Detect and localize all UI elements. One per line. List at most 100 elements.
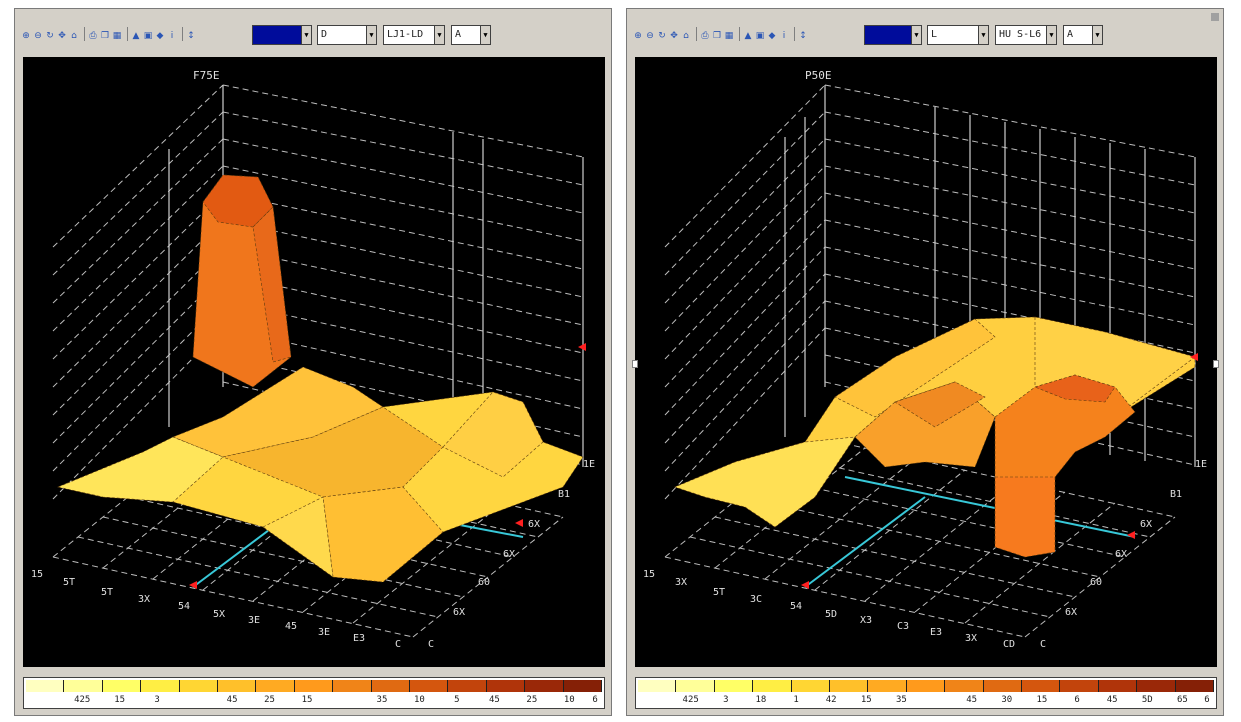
reset-icon[interactable]: ⌂ <box>71 31 77 41</box>
chevron-down-icon[interactable]: ▼ <box>1046 26 1056 44</box>
left-x-tick: 5T <box>63 577 75 588</box>
left-x-tick: E3 <box>353 633 365 644</box>
left-x-tick: 54 <box>178 601 190 612</box>
color-legend-label: 25 <box>526 695 538 705</box>
right-color-cells <box>638 680 1215 692</box>
table-icon[interactable]: ▦ <box>112 31 122 41</box>
zoom-out-icon[interactable]: ⊖ <box>646 31 654 41</box>
right-x-tick: E3 <box>930 627 942 638</box>
left-axis-labels: 15 5T 5T 3X 54 5X 3E 45 3E E3 C C 6X 60 … <box>31 459 595 650</box>
chevron-down-icon[interactable]: ▼ <box>434 26 444 44</box>
left-y-tick: 60 <box>478 577 490 588</box>
chart-icon[interactable]: ▲ <box>744 31 752 41</box>
left-x-tick: 45 <box>285 621 297 632</box>
right-y-tick: 6X <box>1115 549 1127 560</box>
zoom-out-icon[interactable]: ⊖ <box>34 31 42 41</box>
info-icon[interactable]: i <box>782 31 786 41</box>
color-legend-label: 425 <box>74 695 91 705</box>
right-y-tick: C <box>1040 639 1046 650</box>
zoom-in-icon[interactable]: ⊕ <box>22 31 30 41</box>
reset-icon[interactable]: ⌂ <box>683 31 689 41</box>
color-legend-label: 45 <box>1106 695 1118 705</box>
left-range-select[interactable]: LJ1-LD ▼ <box>383 25 445 45</box>
splitter-handle-left[interactable] <box>632 360 638 368</box>
color-legend-label: 30 <box>1001 695 1013 705</box>
color-swatch <box>714 680 754 692</box>
right-mode-select[interactable]: A ▼ <box>1063 25 1103 45</box>
color-swatch <box>141 680 180 692</box>
export-icon[interactable]: ◆ <box>768 31 776 41</box>
left-y-tick: 1E <box>583 459 595 470</box>
right-range-select[interactable]: HU S-L6 ▼ <box>995 25 1057 45</box>
color-legend-label: 10 <box>563 695 575 705</box>
pan-icon[interactable]: ✥ <box>58 31 66 41</box>
chevron-down-icon[interactable]: ▼ <box>911 26 921 44</box>
copy-icon[interactable]: ❐ <box>100 31 110 41</box>
left-y-tick: 6X <box>453 607 465 618</box>
color-legend-label: 35 <box>376 695 388 705</box>
right-graph-window: ⊕ ⊖ ↻ ✥ ⌂ ⎙ ❐ ▦ ▲ ▣ ◆ i ↕ ▼ L ▼ HU S-L6 ▼ A ▼ P50E <box>626 8 1224 716</box>
color-swatch <box>486 680 526 692</box>
color-legend-label <box>176 695 213 707</box>
export-icon[interactable]: ◆ <box>156 31 164 41</box>
arrow-icon[interactable]: ↕ <box>187 31 195 41</box>
color-swatch <box>410 680 449 692</box>
save-icon[interactable]: ▣ <box>143 31 153 41</box>
print-icon[interactable]: ⎙ <box>701 31 709 41</box>
pan-icon[interactable]: ✥ <box>670 31 678 41</box>
info-icon[interactable]: i <box>170 31 174 41</box>
color-swatch <box>294 680 334 692</box>
color-swatch <box>983 680 1023 692</box>
right-x-tick: 3X <box>675 577 687 588</box>
left-mode-select[interactable]: A ▼ <box>451 25 491 45</box>
color-legend-label: 15 <box>860 695 872 705</box>
color-swatch <box>102 680 142 692</box>
color-legend-label: 25 <box>264 695 275 705</box>
color-swatch <box>1060 680 1099 692</box>
save-icon[interactable]: ▣ <box>755 31 765 41</box>
close-icon[interactable] <box>1211 13 1219 21</box>
left-color-cells <box>26 680 603 692</box>
color-legend-label: 65 <box>1177 695 1188 705</box>
color-legend-label: 45 <box>966 695 978 705</box>
color-swatch <box>676 680 715 692</box>
left-plot-title: F75E <box>193 69 220 82</box>
color-swatch <box>1022 680 1061 692</box>
chevron-down-icon[interactable]: ▼ <box>366 26 376 44</box>
right-3d-plot[interactable]: P50E <box>635 57 1217 667</box>
chevron-down-icon[interactable]: ▼ <box>301 26 311 44</box>
arrow-icon[interactable]: ↕ <box>799 31 807 41</box>
color-swatch <box>563 680 603 692</box>
left-3d-plot[interactable]: F75E <box>23 57 605 667</box>
left-map-select[interactable]: ▼ <box>252 25 312 45</box>
rotate-icon[interactable]: ↻ <box>46 31 54 41</box>
color-legend-label: 6 <box>1074 695 1080 705</box>
chevron-down-icon[interactable]: ▼ <box>480 26 490 44</box>
color-legend-label: 10 <box>414 695 425 705</box>
color-swatch <box>753 680 792 692</box>
chevron-down-icon[interactable]: ▼ <box>1092 26 1102 44</box>
color-swatch <box>218 680 257 692</box>
color-legend-label: 3 <box>154 695 160 705</box>
left-y-tick: 6X <box>528 519 540 530</box>
right-axis-labels: 15 3X 5T 3C 54 5D X3 C3 E3 3X CD C 6X 60… <box>643 459 1207 650</box>
right-axis-select[interactable]: L ▼ <box>927 25 989 45</box>
left-axis-select[interactable]: D ▼ <box>317 25 377 45</box>
color-legend-end-label: 6 <box>1204 695 1210 705</box>
left-color-labels: 425 15 3 45 25 15 35 10 5 45 25 10 6 <box>26 695 602 707</box>
chart-icon[interactable]: ▲ <box>132 31 140 41</box>
print-icon[interactable]: ⎙ <box>89 31 97 41</box>
rotate-icon[interactable]: ↻ <box>658 31 666 41</box>
chevron-down-icon[interactable]: ▼ <box>978 26 988 44</box>
color-legend-label: 3 <box>723 695 729 705</box>
color-legend-label: 35 <box>896 695 907 705</box>
right-y-tick: 60 <box>1090 577 1102 588</box>
zoom-in-icon[interactable]: ⊕ <box>634 31 642 41</box>
color-swatch <box>638 680 677 692</box>
table-icon[interactable]: ▦ <box>724 31 734 41</box>
splitter-handle-right[interactable] <box>1213 360 1219 368</box>
right-map-select[interactable]: ▼ <box>864 25 922 45</box>
right-y-tick: 6X <box>1140 519 1152 530</box>
color-swatch <box>868 680 907 692</box>
copy-icon[interactable]: ❐ <box>712 31 722 41</box>
